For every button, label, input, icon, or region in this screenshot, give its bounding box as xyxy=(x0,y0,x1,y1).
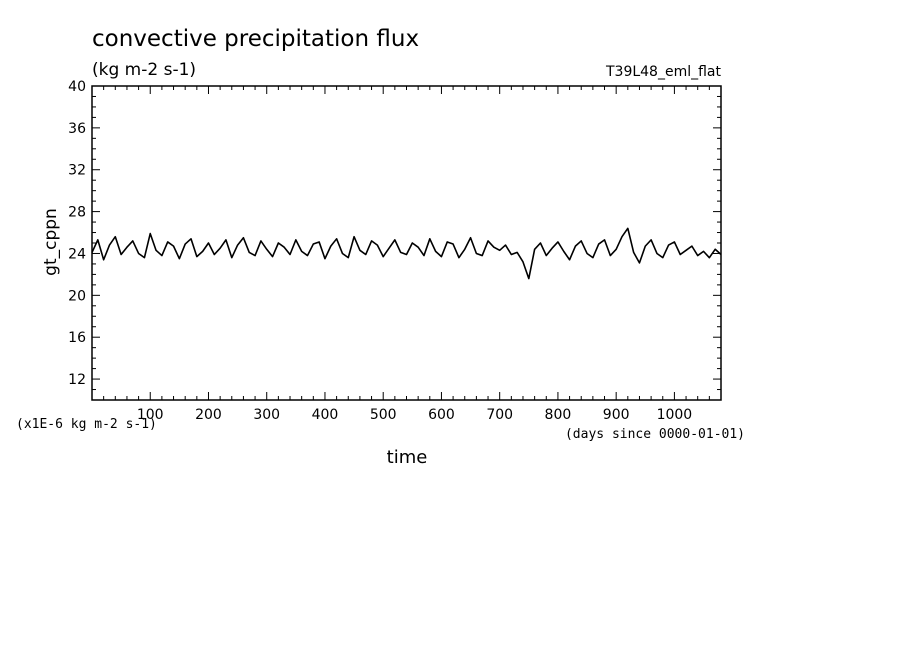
experiment-label: T39L48_eml_flat xyxy=(605,64,722,80)
x-tick-label: 500 xyxy=(370,407,397,423)
x-axis-label: time xyxy=(387,447,428,468)
y-axis: 12 16 20 24 28 32 36 40 xyxy=(68,79,721,401)
chart-units-subtitle: (kg m-2 s-1) xyxy=(92,60,196,80)
y-tick-label: 32 xyxy=(68,163,86,179)
x-tick-label: 100 xyxy=(137,407,164,423)
series-line xyxy=(91,227,722,280)
x-tick-label: 700 xyxy=(486,407,513,423)
x-tick-label: 400 xyxy=(312,407,339,423)
y-tick-label: 20 xyxy=(68,288,86,304)
y-scale-note: (x1E-6 kg m-2 s-1) xyxy=(16,417,157,432)
y-tick-label: 12 xyxy=(68,372,86,388)
x-tick-label: 1000 xyxy=(657,407,693,423)
y-tick-label: 16 xyxy=(68,330,86,346)
y-tick-label: 24 xyxy=(68,246,86,262)
y-tick-label: 36 xyxy=(68,121,86,137)
chart-title: convective precipitation flux xyxy=(92,26,419,52)
x-tick-label: 600 xyxy=(428,407,455,423)
x-axis: 100 200 300 400 500 600 700 800 900 1000 xyxy=(103,86,710,423)
y-tick-label: 40 xyxy=(68,79,86,95)
y-tick-label: 28 xyxy=(68,205,86,221)
x-tick-label: 200 xyxy=(195,407,222,423)
x-tick-label: 300 xyxy=(253,407,280,423)
y-axis-label: gt_cppn xyxy=(41,208,61,276)
plot-area: 12 16 20 24 28 32 36 40 100 200 300 400 500 600 700 80… xyxy=(68,79,722,423)
x-tick-label: 900 xyxy=(603,407,630,423)
x-axis-units: (days since 0000-01-01) xyxy=(565,427,745,442)
x-tick-label: 800 xyxy=(545,407,572,423)
